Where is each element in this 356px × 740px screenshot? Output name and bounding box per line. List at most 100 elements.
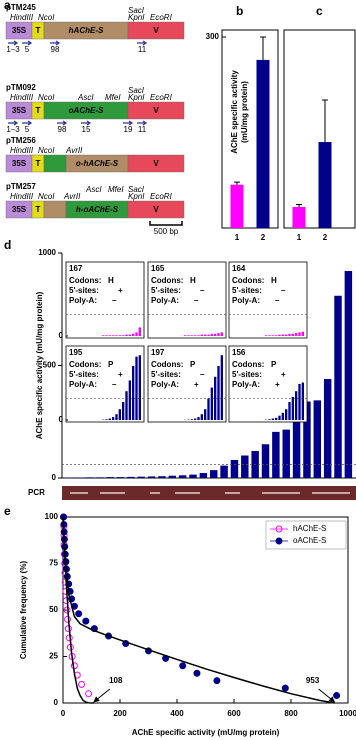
inset-row-value: –	[200, 286, 205, 295]
bar	[319, 142, 332, 228]
inset-bar	[112, 417, 114, 420]
inset-bar	[221, 332, 223, 336]
figure: apTM245HindIIINcoISacIKpnIEcoRI35SThAChE…	[0, 0, 356, 740]
inset-bar	[115, 335, 117, 336]
error-bar	[296, 204, 302, 207]
x-tick-label: 1	[297, 233, 302, 242]
inset-bar	[275, 418, 277, 420]
inset-bar	[278, 335, 280, 336]
inset-row-label: 5'-sites:	[69, 286, 99, 295]
inset-row-value: –	[112, 380, 117, 389]
primer-label: 11	[138, 45, 147, 54]
inset-bar	[272, 335, 274, 336]
segment-label: 35S	[12, 26, 27, 35]
inset-bar	[109, 419, 111, 420]
inset-row-value: H	[190, 276, 196, 285]
inset-row-label: Poly-A:	[151, 380, 179, 389]
restriction-site: EcoRI	[150, 13, 173, 22]
inset-row-label: Codons:	[232, 276, 264, 285]
restriction-site: AvrII	[63, 192, 81, 201]
restriction-site: AscI	[85, 185, 102, 194]
inset-bar	[268, 335, 270, 336]
bar	[96, 477, 103, 478]
construct-segment	[44, 155, 66, 172]
inset-row-value: –	[281, 286, 286, 295]
inset-bar	[292, 334, 294, 336]
inset-row-value: +	[275, 380, 280, 389]
construct-name: pTM257	[6, 182, 36, 191]
inset-bar	[204, 409, 206, 420]
y-tick-label: 50	[49, 605, 58, 614]
bar	[169, 476, 176, 478]
restriction-site: MfeI	[108, 185, 124, 194]
inset-row-value: +	[281, 370, 286, 379]
panel-label: b	[236, 4, 243, 18]
inset-bar	[125, 335, 127, 336]
inset-row-value: H	[271, 276, 277, 285]
restriction-site: NcoI	[38, 93, 55, 102]
restriction-site: KpnI	[128, 93, 145, 102]
y-axis-label: Cumulative frequency (%)	[19, 561, 28, 660]
primer-label: 1–3	[6, 45, 20, 54]
data-point	[79, 681, 85, 687]
inset-bar	[139, 327, 141, 336]
bar	[324, 379, 331, 478]
inset-row-value: P	[108, 360, 114, 369]
x-tick-label: 1000	[339, 709, 356, 718]
data-point	[334, 693, 340, 699]
bar	[138, 477, 145, 478]
y-tick-label: 0	[54, 698, 59, 707]
restriction-site: HindIII	[10, 93, 34, 102]
inset-row-label: Codons:	[232, 360, 264, 369]
restriction-site: MfeI	[105, 93, 121, 102]
inset-bar	[288, 402, 290, 420]
inset-bar	[275, 335, 277, 336]
inset-row-value: –	[194, 296, 199, 305]
primer-label: 19	[124, 125, 133, 134]
restriction-site: NcoI	[38, 192, 55, 201]
segment-label: 35S	[12, 159, 27, 168]
y-axis-label: (mU/mg protein)	[240, 81, 249, 143]
panel-label: e	[4, 504, 11, 518]
inset-bar	[122, 402, 124, 420]
inset-row-value: –	[275, 296, 280, 305]
cutoff-arrow	[94, 689, 110, 702]
inset-bar	[207, 335, 209, 336]
inset-bar	[135, 357, 137, 420]
bar	[200, 473, 207, 478]
y-tick-label: 1000	[38, 248, 56, 257]
data-point	[86, 691, 92, 697]
inset-row-value: –	[200, 370, 205, 379]
inset-row-label: 5'-sites:	[151, 370, 181, 379]
inset-row-label: Codons:	[69, 360, 101, 369]
x-tick-label: 2	[261, 233, 266, 242]
inset-row-label: Poly-A:	[232, 296, 260, 305]
y-tick-label: 500	[43, 361, 57, 370]
inset-row-label: Codons:	[151, 276, 183, 285]
primer-label: 98	[51, 45, 60, 54]
bar	[231, 460, 238, 478]
y-tick-label: 25	[49, 652, 58, 661]
inset-row-value: +	[118, 286, 123, 295]
inset-y-tick-label: 0	[59, 415, 64, 424]
bar	[293, 415, 300, 478]
x-tick-label: 200	[113, 709, 127, 718]
restriction-site: EcoRI	[150, 192, 173, 201]
inset-bar	[217, 333, 219, 336]
inset-bar	[272, 419, 274, 420]
inset-bar	[132, 334, 134, 336]
inset-bar	[211, 334, 213, 336]
inset-row-label: 5'-sites:	[232, 286, 262, 295]
x-tick-label: 1	[235, 233, 240, 242]
restriction-site: KpnI	[128, 192, 145, 201]
restriction-site: AscI	[77, 93, 94, 102]
inset-bar	[295, 391, 297, 420]
y-axis-label: AChE specific activity	[230, 70, 239, 154]
inset-bar	[129, 380, 131, 420]
inset-bar	[285, 409, 287, 420]
inset-row-value: +	[194, 380, 199, 389]
cutoff-label: 108	[109, 676, 123, 685]
inset-bar	[115, 414, 117, 420]
segment-label: V	[153, 26, 159, 35]
inset-bar	[119, 335, 121, 336]
